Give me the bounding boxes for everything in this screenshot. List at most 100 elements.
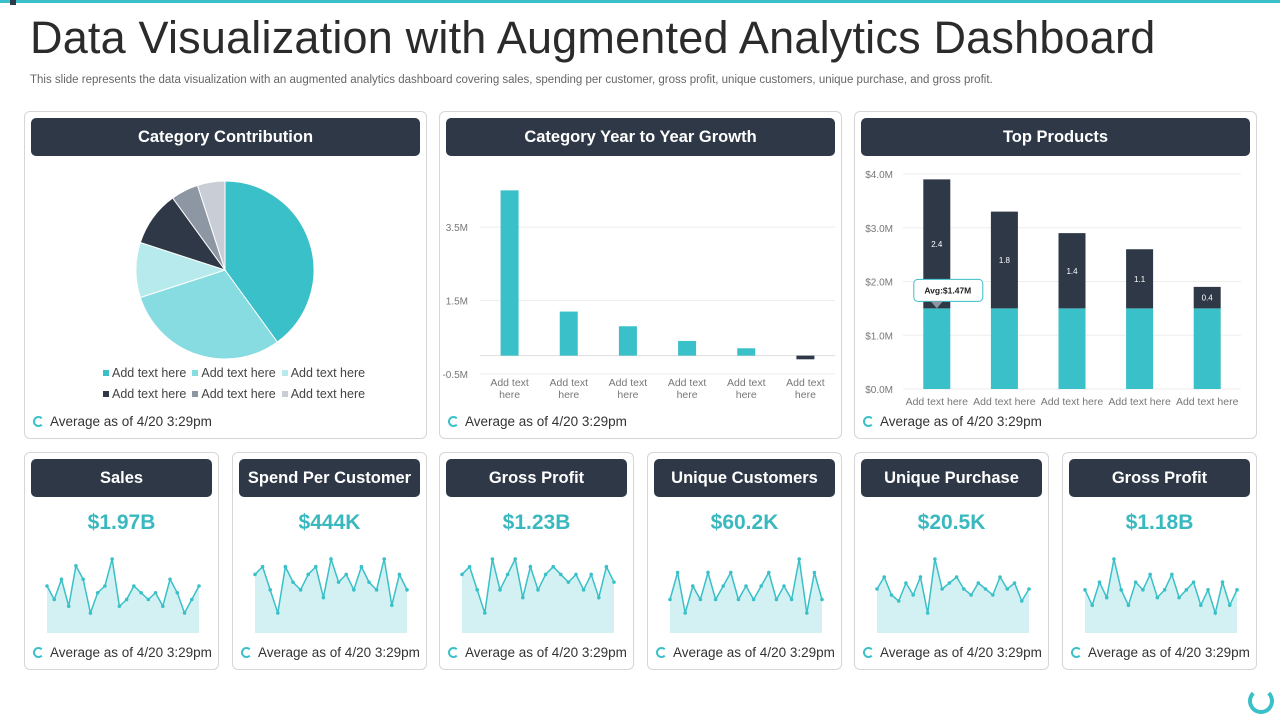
sparkline-point	[1012, 581, 1017, 585]
pie-legend: Add text here Add text here Add text her…	[103, 366, 365, 408]
sparkline-point	[1005, 587, 1010, 591]
sparkline-point	[1090, 603, 1095, 608]
sparkline-point	[797, 557, 801, 561]
sparkline-point	[589, 572, 593, 577]
sparkline-point	[683, 611, 687, 615]
pie-slice	[196, 180, 226, 271]
refresh-icon	[448, 647, 459, 658]
kpi-value: $60.2K	[710, 511, 779, 534]
pie-slice	[139, 269, 279, 360]
sparkline-point	[774, 597, 779, 602]
sparkline-area	[670, 559, 822, 633]
kpi-value: $20.5K	[917, 511, 986, 534]
sparkline-point	[759, 584, 763, 588]
kpi-card-sales: Sales $1.97B Average as of 4/20 3:29pm	[24, 452, 219, 670]
top-accent-mark	[10, 0, 16, 5]
x-tick-label: Add text	[668, 377, 707, 389]
sparkline-point	[1141, 588, 1145, 592]
x-tick-label: here	[736, 389, 757, 401]
sparkline-point	[161, 604, 165, 609]
card-footer: Average as of 4/20 3:29pm	[656, 645, 835, 660]
sparkline-point	[736, 597, 741, 602]
sparkline-point	[668, 597, 672, 602]
sparkline-point	[528, 564, 533, 569]
bar-data-label: 1.1	[1134, 275, 1146, 284]
kpi-header: Gross Profit	[446, 459, 627, 497]
y-tick-label: $3.0M	[865, 224, 893, 235]
sparkline-point	[933, 557, 937, 561]
sparkline-point	[521, 595, 525, 600]
x-tick-label: here	[558, 389, 579, 401]
sparkline-point	[1133, 580, 1138, 584]
sparkline-point	[954, 575, 959, 579]
refresh-icon	[1071, 647, 1082, 658]
sparkline-point	[1170, 572, 1174, 577]
sparkline-point	[374, 588, 379, 592]
y-tick-label: $2.0M	[865, 278, 893, 289]
y-tick-label: 1.5M	[446, 297, 468, 308]
sparkline-point	[1220, 580, 1225, 584]
stacked-bar-segment	[990, 211, 1018, 309]
sparkline-point	[675, 570, 680, 575]
sparkline-point	[66, 604, 71, 609]
pie-legend-item: Add text here	[103, 366, 186, 380]
stacked-bar-segment	[923, 308, 951, 389]
sparkline-point	[124, 597, 129, 602]
kpi-header: Sales	[31, 459, 212, 497]
pie-legend-item: Add text here	[103, 387, 186, 401]
sparkline-point	[146, 597, 151, 602]
stacked-bar-segment	[990, 308, 1018, 389]
bar-data-label: 0.4	[1202, 294, 1214, 303]
y-tick-label: -0.5M	[442, 370, 468, 381]
sparkline-point	[405, 588, 409, 592]
refresh-icon	[33, 416, 44, 427]
sparkline-point	[543, 572, 548, 577]
sparkline-point	[925, 611, 930, 615]
x-tick-label: Add text here	[973, 396, 1036, 408]
kpi-header: Unique Purchase	[861, 459, 1042, 497]
sparkline-point	[551, 564, 555, 569]
sparkline-point	[460, 572, 464, 577]
sparkline-point	[390, 603, 394, 608]
kpi-value: $1.18B	[1125, 511, 1194, 534]
sparkline-point	[95, 590, 100, 595]
sparkline-point	[904, 581, 908, 585]
sparkline-point	[1083, 588, 1087, 592]
sparkline-point	[729, 570, 733, 575]
sparkline-point	[812, 570, 817, 575]
y-tick-label: 3.5M	[446, 223, 468, 234]
top-products-card: Top Products $0.0M $1.0M $2.0M $3.0M $4.0M 2.…	[854, 111, 1257, 439]
kpi-value: $1.23B	[502, 511, 571, 534]
sparkline-point	[782, 584, 786, 588]
yoy-growth-header: Category Year to Year Growth	[446, 118, 835, 156]
x-tick-label: Add text	[549, 377, 588, 389]
sparkline-point	[182, 611, 187, 615]
kpi-card-spend-per-customer: Spend Per Customer $444K Average as of 4…	[232, 452, 427, 670]
sparkline-point	[536, 588, 540, 592]
sparkline-line	[46, 558, 200, 616]
sparkline-point	[397, 572, 402, 577]
kpi-value: $444K	[298, 511, 361, 534]
sparkline-point	[1019, 599, 1024, 603]
x-tick-label: Add text here	[906, 396, 969, 408]
sparkline-point	[505, 572, 510, 577]
sparkline-point	[940, 587, 944, 591]
sparkline-point	[81, 577, 85, 582]
sparkline-point	[597, 595, 601, 600]
sparkline-point	[110, 557, 114, 561]
card-footer: Average as of 4/20 3:29pm	[33, 414, 212, 429]
category-contribution-header: Category Contribution	[31, 118, 420, 156]
kpi-sparkline	[668, 557, 824, 633]
sparkline-point	[467, 564, 472, 569]
x-tick-label: here	[795, 389, 816, 401]
legend-swatch	[103, 370, 109, 376]
sparkline-point	[1155, 595, 1160, 600]
refresh-icon	[241, 647, 252, 658]
sparkline-point	[998, 575, 1002, 579]
sparkline-point	[581, 588, 586, 592]
sparkline-point	[969, 593, 973, 597]
sparkline-point	[882, 575, 887, 579]
sparkline-point	[359, 564, 364, 569]
x-tick-label: here	[677, 389, 698, 401]
x-tick-label: here	[499, 389, 520, 401]
